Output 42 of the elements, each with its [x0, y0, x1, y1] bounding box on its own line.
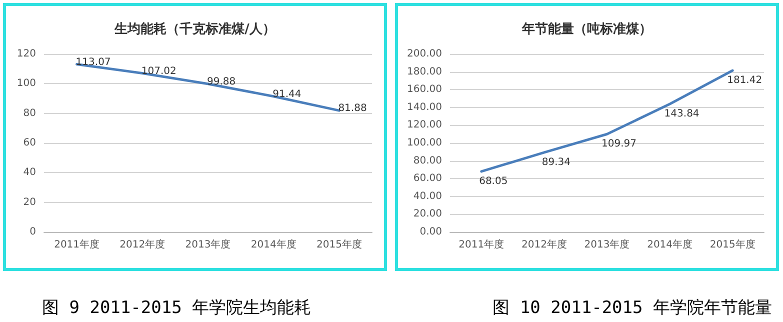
y-tick-label: 200.00: [407, 48, 442, 60]
caption: 图 9 2011-2015 年学院生均能耗: [42, 297, 312, 319]
data-label: 68.05: [479, 176, 508, 187]
caption: 图 10 2011-2015 年学院年节能量: [492, 297, 772, 319]
x-tick-label: 2014年度: [250, 238, 296, 250]
y-tick-label: 80.00: [413, 155, 442, 166]
chart-title: 生均能耗（千克标准煤/人）: [114, 21, 276, 37]
x-tick-label: 2011年度: [54, 238, 100, 250]
x-tick-label: 2012年度: [521, 238, 567, 250]
x-tick-label: 2015年度: [316, 238, 362, 250]
data-label: 81.88: [338, 103, 367, 114]
data-label: 113.07: [76, 56, 111, 68]
y-tick-label: 20.00: [413, 208, 442, 220]
data-label: 143.84: [664, 108, 700, 120]
x-tick-label: 2014年度: [647, 238, 693, 250]
y-tick-label: 160.00: [407, 84, 442, 96]
x-tick-label: 2013年度: [584, 238, 630, 250]
y-tick-label: 140.00: [407, 102, 442, 113]
y-tick-label: 100: [16, 78, 36, 90]
y-tick-label: 60: [23, 138, 36, 148]
y-tick-label: 60.00: [413, 173, 442, 184]
data-label: 181.42: [727, 75, 762, 86]
y-tick-label: 20: [23, 196, 36, 208]
data-label: 99.88: [207, 76, 236, 88]
y-tick-label: 80: [23, 108, 36, 119]
y-tick-label: 0: [30, 226, 36, 238]
y-tick-label: 40.00: [413, 190, 442, 202]
chart-title: 年节能量（吨标准煤）: [521, 21, 652, 37]
y-tick-label: 120.00: [407, 120, 442, 131]
x-tick-label: 2015年度: [710, 238, 756, 250]
y-tick-label: 0.00: [420, 226, 442, 238]
data-label: 89.34: [542, 156, 571, 168]
x-tick-label: 2011年度: [458, 238, 504, 250]
data-label: 109.97: [602, 138, 636, 150]
y-tick-label: 180.00: [407, 66, 442, 78]
y-tick-label: 40: [23, 167, 36, 178]
y-tick-label: 120: [16, 48, 36, 60]
data-label: 107.02: [141, 66, 176, 77]
x-tick-label: 2012年度: [120, 238, 166, 250]
x-tick-label: 2013年度: [185, 238, 231, 250]
data-label: 91.44: [272, 88, 302, 100]
y-tick-label: 100.00: [407, 138, 442, 148]
